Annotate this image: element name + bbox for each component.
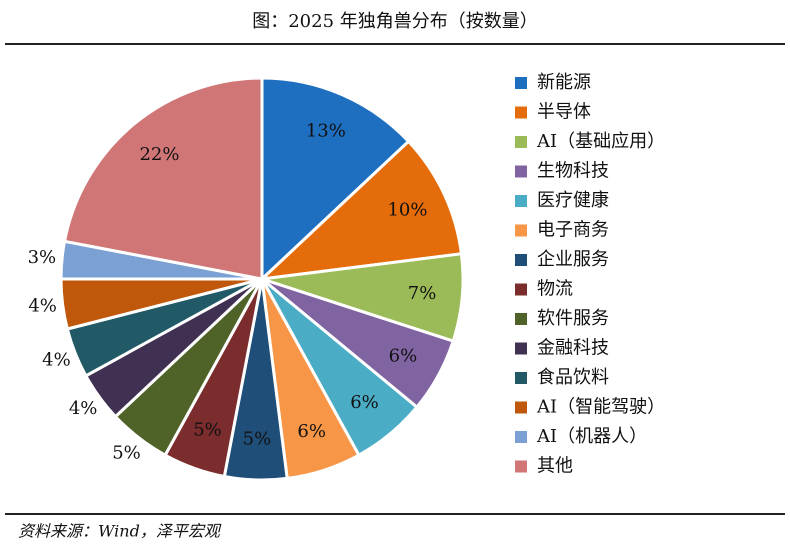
data-label: 4% bbox=[69, 398, 98, 419]
data-label: 6% bbox=[297, 421, 326, 442]
pie-slice bbox=[62, 76, 264, 281]
legend-label: 电子商务 bbox=[537, 220, 609, 241]
legend-swatch bbox=[515, 460, 527, 473]
legend-label: 其他 bbox=[537, 456, 573, 477]
legend-swatch bbox=[515, 342, 527, 355]
legend-swatch bbox=[515, 165, 527, 178]
legend-swatch bbox=[515, 224, 527, 237]
chart-title: 图：2025 年独角兽分布（按数量） bbox=[252, 11, 538, 32]
data-label: 4% bbox=[28, 296, 57, 317]
data-label: 3% bbox=[28, 247, 57, 268]
legend-swatch bbox=[515, 77, 527, 89]
legend-label: AI（机器人） bbox=[536, 426, 647, 447]
legend-label: 食品饮料 bbox=[537, 367, 609, 388]
pie-slice bbox=[260, 76, 411, 283]
data-label: 7% bbox=[408, 283, 437, 304]
legend-swatch bbox=[515, 372, 527, 384]
legend-label: 软件服务 bbox=[537, 308, 609, 329]
legend-label: 物流 bbox=[537, 279, 573, 300]
legend-label: 生物科技 bbox=[537, 161, 609, 182]
data-label: 6% bbox=[389, 345, 418, 366]
data-label: 5% bbox=[193, 419, 222, 440]
legend-label: 医疗健康 bbox=[537, 190, 609, 211]
data-label: 4% bbox=[42, 349, 71, 370]
data-label: 6% bbox=[350, 392, 379, 413]
legend-swatch bbox=[515, 106, 527, 119]
legend-swatch bbox=[515, 313, 527, 325]
legend-label: 企业服务 bbox=[537, 249, 609, 270]
legend-label: 金融科技 bbox=[537, 338, 609, 359]
legend-label: 半导体 bbox=[537, 102, 591, 123]
data-label: 10% bbox=[387, 200, 427, 221]
data-label: 5% bbox=[243, 429, 272, 450]
legend-label: AI（智能驾驶） bbox=[536, 397, 665, 418]
legend-label: AI（基础应用） bbox=[536, 131, 665, 152]
data-label: 13% bbox=[306, 120, 346, 141]
legend-label: 新能源 bbox=[537, 72, 591, 93]
legend-swatch bbox=[515, 401, 527, 414]
legend-swatch bbox=[515, 431, 527, 443]
data-label: 5% bbox=[112, 443, 141, 464]
legend-swatch bbox=[515, 283, 527, 296]
data-label: 22% bbox=[139, 144, 179, 165]
pie-slice bbox=[257, 139, 464, 282]
legend-swatch bbox=[515, 254, 527, 266]
legend-swatch bbox=[515, 136, 527, 148]
legend-swatch bbox=[515, 195, 527, 207]
source-note: 资料来源：Wind，泽平宏观 bbox=[18, 522, 222, 541]
